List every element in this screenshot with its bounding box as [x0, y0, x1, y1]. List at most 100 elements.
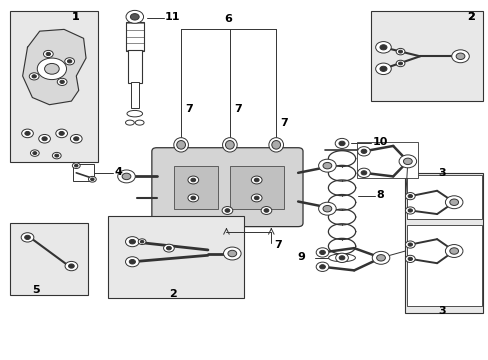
Circle shape — [264, 209, 268, 212]
Text: 1: 1 — [71, 12, 79, 22]
Circle shape — [67, 60, 72, 63]
Circle shape — [371, 251, 389, 264]
Circle shape — [445, 196, 462, 209]
Text: 10: 10 — [371, 138, 387, 147]
Circle shape — [398, 62, 402, 65]
Bar — [173, 166, 217, 209]
Bar — [73, 163, 94, 181]
Bar — [131, 82, 139, 108]
Bar — [10, 12, 98, 162]
Circle shape — [319, 250, 325, 255]
Circle shape — [72, 163, 80, 168]
Circle shape — [316, 262, 328, 271]
Circle shape — [251, 176, 262, 184]
Circle shape — [405, 255, 414, 262]
Text: 7: 7 — [184, 104, 192, 114]
Circle shape — [335, 253, 347, 262]
Circle shape — [451, 50, 468, 63]
Circle shape — [130, 14, 139, 20]
Ellipse shape — [135, 120, 144, 125]
Circle shape — [316, 248, 328, 257]
Circle shape — [88, 176, 96, 182]
Circle shape — [375, 63, 390, 75]
Circle shape — [166, 246, 171, 250]
Bar — [10, 223, 88, 295]
Circle shape — [30, 150, 39, 156]
Circle shape — [379, 45, 386, 50]
Text: 3: 3 — [438, 168, 445, 178]
Circle shape — [125, 237, 139, 247]
Circle shape — [445, 244, 462, 257]
Circle shape — [118, 170, 135, 183]
Text: 2: 2 — [467, 12, 474, 22]
Circle shape — [338, 141, 345, 146]
Text: 1: 1 — [71, 12, 79, 22]
Circle shape — [190, 196, 195, 200]
Circle shape — [74, 165, 78, 167]
Text: 3: 3 — [438, 306, 445, 316]
Text: 11: 11 — [164, 12, 180, 22]
Circle shape — [379, 66, 386, 71]
Circle shape — [163, 244, 174, 252]
Circle shape — [251, 194, 262, 202]
Circle shape — [319, 265, 325, 269]
Circle shape — [32, 75, 36, 78]
Bar — [406, 175, 481, 220]
Ellipse shape — [222, 138, 237, 152]
Circle shape — [55, 154, 59, 157]
Circle shape — [59, 131, 64, 135]
Ellipse shape — [268, 138, 283, 152]
Circle shape — [70, 134, 82, 143]
Circle shape — [254, 178, 259, 182]
Circle shape — [24, 235, 30, 239]
Text: 2: 2 — [168, 289, 176, 299]
Circle shape — [398, 155, 416, 168]
Circle shape — [187, 176, 198, 184]
Bar — [406, 225, 481, 306]
Circle shape — [375, 41, 390, 53]
Circle shape — [190, 178, 195, 182]
Circle shape — [43, 50, 53, 58]
Circle shape — [122, 173, 131, 180]
Bar — [229, 166, 283, 209]
Circle shape — [64, 58, 74, 65]
Circle shape — [129, 260, 135, 264]
FancyBboxPatch shape — [152, 148, 303, 226]
Circle shape — [21, 233, 34, 242]
Circle shape — [68, 264, 74, 268]
Text: 5: 5 — [32, 285, 40, 296]
Circle shape — [405, 241, 414, 248]
Circle shape — [138, 239, 146, 244]
Circle shape — [56, 129, 67, 138]
Circle shape — [37, 58, 66, 80]
Circle shape — [33, 152, 37, 154]
Circle shape — [376, 255, 385, 261]
Bar — [370, 12, 483, 101]
Circle shape — [360, 149, 366, 153]
Circle shape — [187, 194, 198, 202]
Circle shape — [334, 138, 348, 148]
Circle shape — [318, 202, 335, 215]
Circle shape — [39, 134, 50, 143]
Text: 6: 6 — [224, 14, 231, 24]
Bar — [128, 50, 142, 83]
Circle shape — [360, 171, 366, 175]
Text: 8: 8 — [375, 190, 383, 200]
Circle shape — [227, 250, 236, 257]
Ellipse shape — [176, 140, 185, 149]
Polygon shape — [22, 30, 86, 105]
Bar — [108, 216, 244, 298]
Circle shape — [140, 240, 143, 243]
Circle shape — [395, 60, 404, 67]
Circle shape — [455, 53, 464, 59]
Circle shape — [43, 62, 61, 75]
Circle shape — [46, 53, 50, 55]
Bar — [126, 22, 143, 51]
Circle shape — [25, 131, 30, 135]
Circle shape — [74, 137, 79, 141]
Ellipse shape — [127, 111, 142, 117]
Circle shape — [65, 261, 78, 271]
Circle shape — [222, 207, 232, 215]
Circle shape — [29, 73, 39, 80]
Circle shape — [224, 209, 229, 212]
